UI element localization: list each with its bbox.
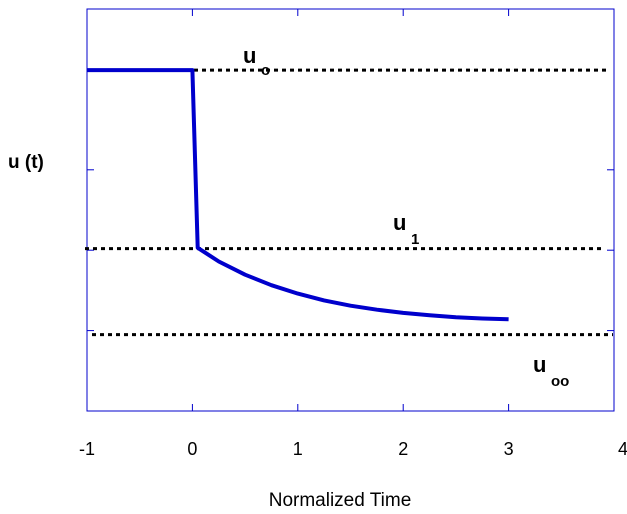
series-line-0 bbox=[87, 68, 509, 322]
reference-label-sub-0: o bbox=[261, 62, 270, 79]
reference-label-0: u bbox=[243, 43, 256, 68]
x-tick-label-2: 1 bbox=[293, 439, 303, 459]
x-tick-label-1: 0 bbox=[187, 439, 197, 459]
reference-label-2: u bbox=[533, 352, 546, 377]
reference-label-sub-1: 1 bbox=[411, 231, 419, 248]
x-tick-label-5: 4 bbox=[618, 439, 627, 459]
reference-label-1: u bbox=[393, 210, 406, 235]
plot-frame bbox=[86, 8, 615, 412]
x-ticks: -1 0 1 2 3 4 bbox=[79, 9, 627, 459]
y-axis-label: u (t) bbox=[8, 152, 44, 173]
x-tick-label-3: 2 bbox=[398, 439, 408, 459]
x-axis-label: Normalized Time bbox=[269, 490, 412, 511]
reference-lines bbox=[85, 68, 613, 337]
y-ticks bbox=[87, 169, 614, 332]
x-tick-label-4: 3 bbox=[504, 439, 514, 459]
reference-label-sub-2: oo bbox=[551, 373, 569, 390]
series-layer bbox=[87, 68, 509, 322]
x-tick-label-0: -1 bbox=[79, 439, 95, 459]
